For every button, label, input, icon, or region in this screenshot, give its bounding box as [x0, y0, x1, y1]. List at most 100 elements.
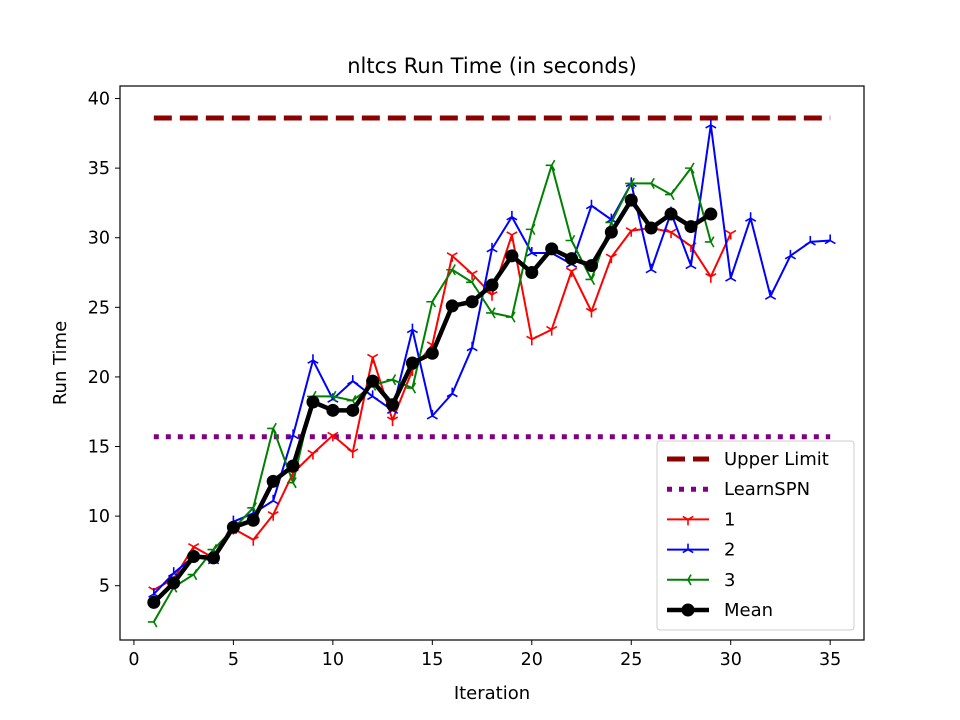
- legend-label: Upper Limit: [724, 449, 829, 470]
- data-point: [466, 341, 478, 352]
- legend-label: Mean: [724, 600, 773, 621]
- legend: Upper Limit LearnSPN 1 2 3 Mean: [656, 440, 855, 631]
- data-point: [764, 290, 777, 300]
- x-axis: 0 5 10 15 20 25 30 35: [128, 640, 841, 670]
- data-point: [445, 299, 459, 313]
- data-point: [347, 448, 359, 459]
- data-point: [506, 210, 518, 221]
- data-point: [505, 249, 519, 263]
- data-point: [705, 118, 717, 129]
- data-point: [306, 395, 320, 409]
- data-point: [446, 387, 458, 398]
- data-point: [705, 273, 717, 283]
- data-point: [704, 236, 715, 248]
- x-tick-label: 30: [720, 650, 742, 670]
- data-point: [327, 431, 339, 442]
- y-tick-label: 5: [99, 577, 110, 597]
- data-point: [206, 551, 220, 565]
- x-tick-label: 0: [128, 650, 139, 670]
- x-tick-label: 15: [421, 650, 443, 670]
- data-point: [386, 374, 397, 386]
- data-point: [664, 207, 678, 221]
- data-point: [525, 223, 536, 235]
- y-tick-label: 10: [88, 507, 110, 527]
- data-point: [167, 576, 181, 590]
- data-point: [644, 221, 658, 235]
- y-axis: 5 10 15 20 25 30 35 40: [88, 90, 120, 597]
- data-point: [565, 234, 576, 247]
- legend-item: 1: [667, 509, 735, 530]
- y-tick-label: 35: [88, 159, 110, 179]
- data-point: [506, 231, 518, 241]
- x-axis-title: Iteration: [454, 683, 530, 704]
- legend-label: 3: [724, 570, 735, 591]
- data-point: [426, 409, 438, 420]
- data-point: [326, 390, 337, 403]
- data-point: [406, 323, 419, 334]
- data-point: [625, 227, 637, 237]
- legend-label: 1: [724, 509, 735, 530]
- data-point: [645, 177, 655, 190]
- data-point: [725, 272, 737, 282]
- y-tick-label: 25: [88, 298, 110, 318]
- y-tick-label: 40: [88, 90, 110, 110]
- y-tick-label: 20: [88, 368, 110, 388]
- data-point: [405, 356, 419, 370]
- data-point: [446, 252, 458, 262]
- data-point: [486, 291, 498, 301]
- data-point: [665, 228, 677, 239]
- legend-label: 2: [724, 540, 735, 561]
- data-point: [546, 325, 558, 336]
- x-tick-label: 5: [228, 650, 239, 670]
- data-point: [585, 273, 596, 286]
- data-point: [565, 267, 578, 278]
- data-point: [486, 242, 498, 253]
- series-3: [147, 159, 715, 628]
- data-point: [446, 264, 456, 276]
- data-point: [425, 346, 439, 360]
- data-point: [466, 270, 478, 280]
- plot-area: [147, 115, 836, 628]
- data-point: [187, 549, 201, 563]
- legend-marker: [682, 574, 692, 586]
- data-point: [665, 188, 675, 201]
- data-point: [605, 253, 617, 264]
- data-point: [426, 296, 437, 308]
- data-point: [267, 494, 279, 505]
- data-point: [466, 276, 476, 288]
- data-point: [645, 263, 657, 274]
- data-point: [725, 229, 737, 240]
- data-point: [526, 335, 538, 346]
- data-point: [267, 422, 277, 435]
- data-point: [307, 354, 319, 364]
- x-tick-label: 10: [322, 650, 344, 670]
- data-point: [187, 568, 198, 581]
- legend-marker: [681, 603, 695, 617]
- data-point: [326, 403, 340, 417]
- legend-item: 3: [667, 570, 735, 591]
- data-point: [604, 225, 618, 239]
- data-point: [585, 199, 598, 210]
- data-point: [247, 536, 259, 546]
- data-point: [287, 429, 299, 440]
- data-point: [804, 235, 816, 246]
- data-point: [367, 390, 379, 401]
- data-point: [286, 459, 300, 473]
- data-point: [367, 353, 379, 364]
- data-point: [266, 474, 280, 488]
- legend-marker: [682, 515, 694, 526]
- data-point: [584, 259, 598, 273]
- data-point: [226, 520, 240, 534]
- y-axis-title: Run Time: [50, 321, 71, 405]
- data-point: [147, 595, 161, 609]
- data-point: [545, 242, 559, 256]
- data-point: [366, 374, 380, 388]
- legend-item: 2: [667, 540, 735, 561]
- chart-title: nltcs Run Time (in seconds): [347, 54, 637, 78]
- data-point: [386, 398, 400, 412]
- x-tick-label: 25: [620, 650, 642, 670]
- legend-item: Upper Limit: [667, 449, 829, 470]
- data-point: [406, 382, 417, 394]
- y-tick-label: 15: [88, 438, 110, 458]
